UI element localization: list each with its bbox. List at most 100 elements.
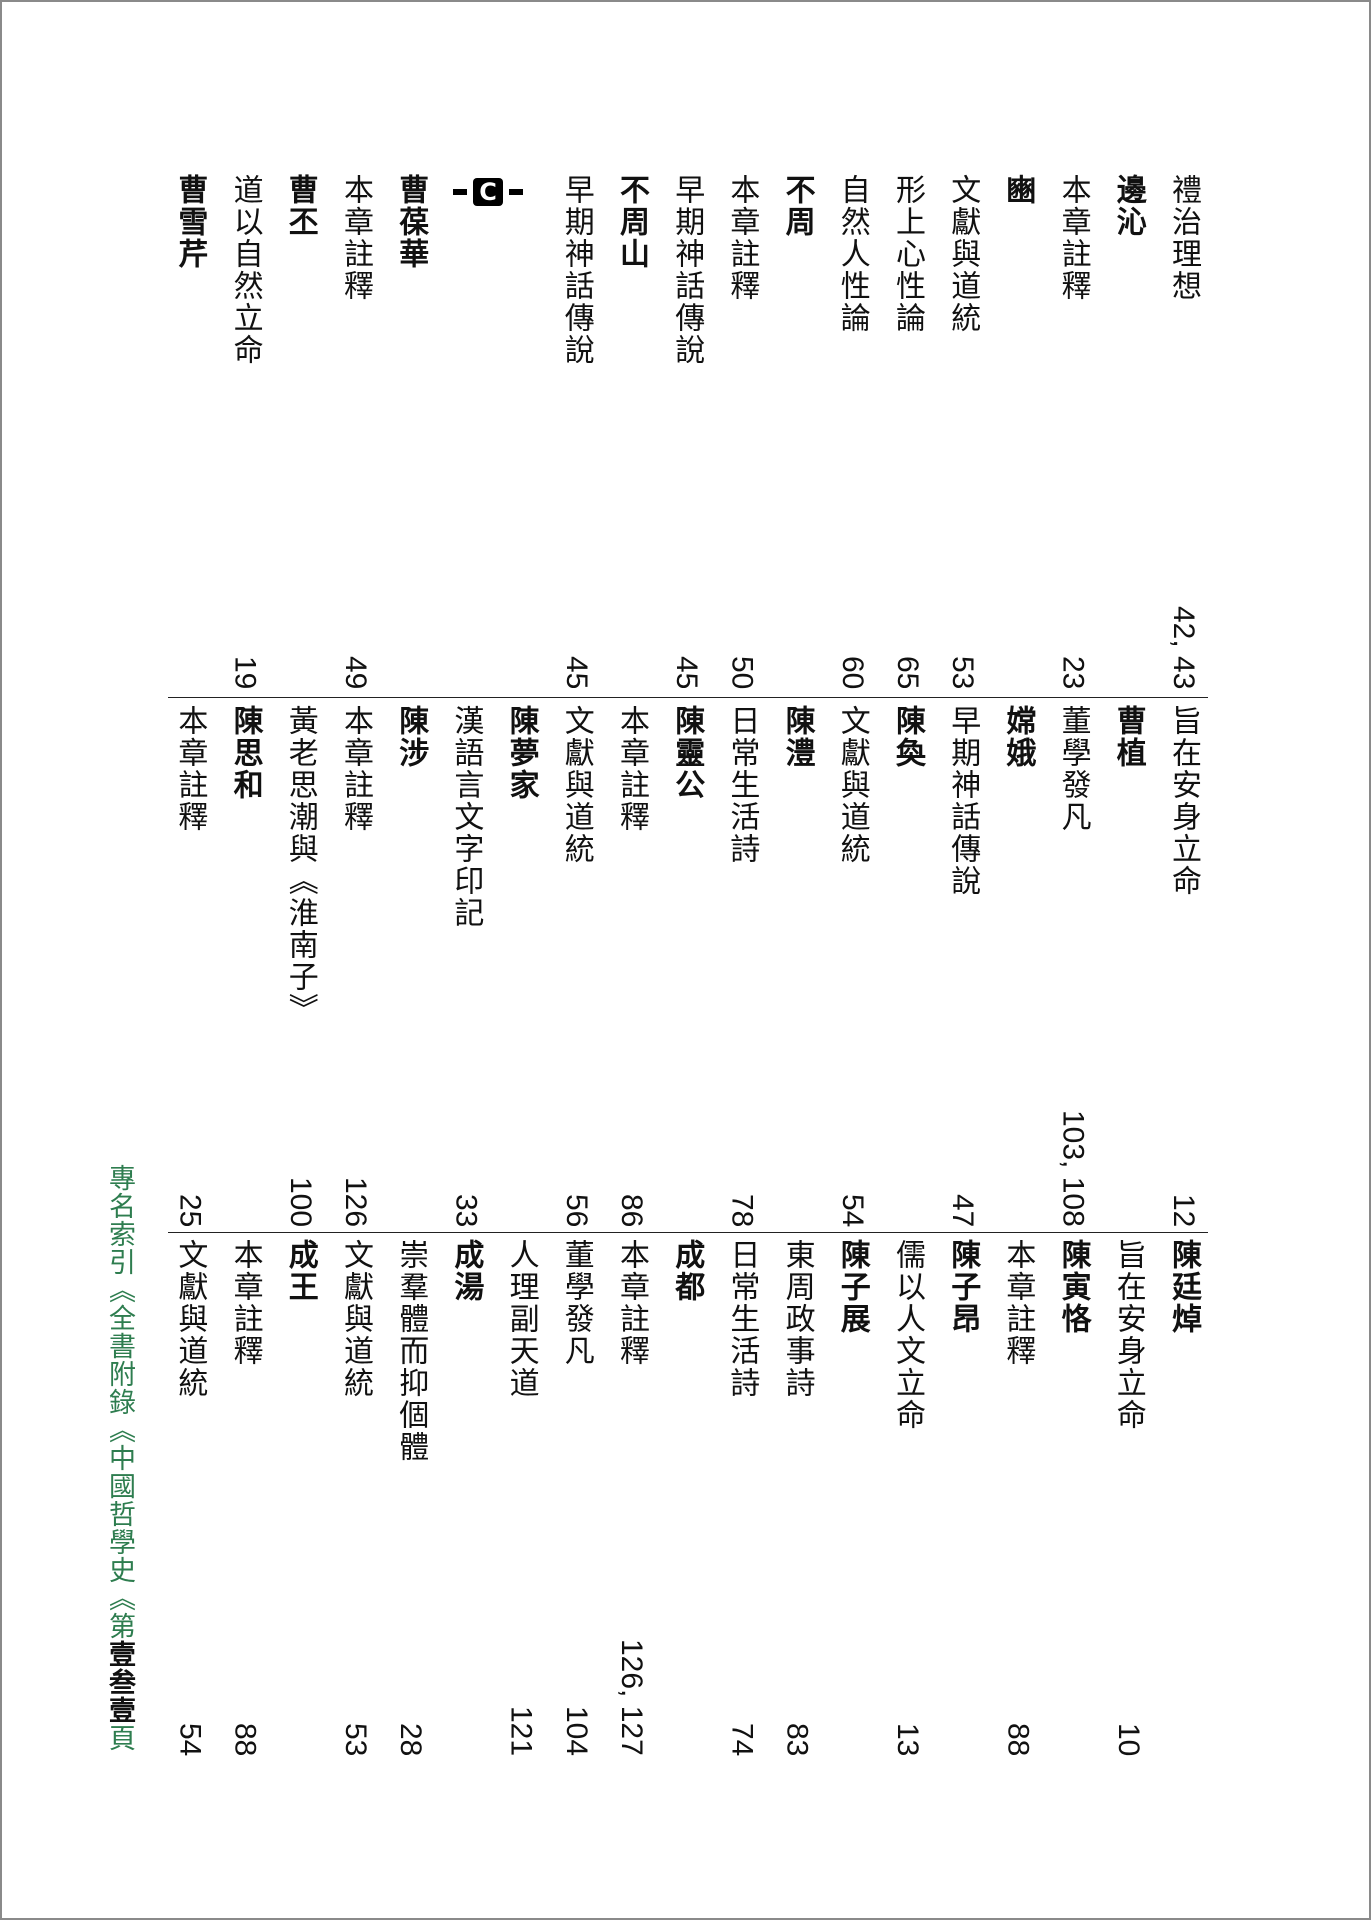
section-letter-marker: C: [453, 178, 523, 206]
index-heading: 陳子昂: [945, 1239, 981, 1335]
index-heading-column: 陳廷焯: [1166, 1239, 1201, 1756]
index-heading: 成王: [282, 1239, 318, 1303]
index-heading-column: 陳靈公: [669, 705, 705, 1227]
index-heading: 陳澧: [779, 705, 815, 769]
index-subentry: 早期神話傳說: [669, 174, 705, 366]
page-reference: 45: [670, 655, 704, 689]
index-entry-column: 自然人性論 60: [834, 174, 870, 689]
tier-divider: [168, 1232, 1208, 1233]
page-reference: 74: [725, 1722, 759, 1756]
index-heading: 不周: [779, 174, 815, 238]
index-heading: 陳涉: [393, 705, 429, 769]
page-reference: 78: [725, 1193, 759, 1227]
index-heading: 曹葆華: [393, 174, 429, 270]
index-heading: 陳廷焯: [1166, 1239, 1201, 1335]
index-entry-column: 本章註釋 126: [338, 705, 373, 1227]
index-subentry: 儒以人文立命: [890, 1239, 925, 1431]
index-subentry: 本章註釋: [338, 705, 373, 833]
index-heading: 成都: [669, 1239, 705, 1303]
index-heading: 成湯: [448, 1239, 484, 1303]
index-heading: 嫦娥: [1000, 705, 1036, 769]
index-heading: 陳奐: [890, 705, 925, 769]
page-reference: 45: [559, 655, 593, 689]
index-subentry: 文獻與道統: [945, 174, 981, 334]
index-subentry: 文獻與道統: [558, 705, 594, 865]
tier-divider: [168, 697, 1208, 698]
index-entry-column: 道以自然立命 19: [227, 174, 263, 689]
index-entry-column: 日常生活詩 74: [724, 1239, 760, 1756]
index-heading-column: 成王: [282, 1239, 318, 1756]
index-subentry: 本章註釋: [1000, 1239, 1036, 1367]
index-subentry: 日常生活詩: [724, 1239, 760, 1399]
page-reference: 121: [504, 1705, 538, 1756]
index-entry-column: 形上心性論 65: [890, 174, 925, 689]
page-reference: 54: [173, 1722, 207, 1756]
page-reference: 49: [339, 655, 372, 689]
page-reference: 103, 108: [1056, 1110, 1090, 1227]
index-heading-column: 曹植: [1110, 705, 1146, 1227]
index-subentry: 董學發凡: [558, 1239, 594, 1367]
index-subentry: 道以自然立命: [227, 174, 263, 366]
index-subentry: 崇羣體而抑個體: [393, 1239, 429, 1463]
index-entry-column: 文獻與道統 54: [835, 705, 870, 1227]
index-entry-column: 早期神話傳說 47: [945, 705, 981, 1227]
index-heading-column: 曹葆華: [393, 174, 429, 689]
page-reference: 60: [835, 655, 869, 689]
index-entry-column: 文獻與道統 53: [945, 174, 981, 689]
index-heading: 曹雪芹: [172, 174, 208, 270]
index-heading: 豳: [1000, 174, 1036, 206]
index-heading: 不周山: [614, 174, 649, 270]
page-reference: 54: [835, 1193, 869, 1227]
index-entry-column: 人理副天道 121: [504, 1239, 539, 1756]
index-subentry: 禮治理想: [1166, 174, 1201, 302]
index-entry-column: 旨在安身立命 12: [1166, 705, 1201, 1227]
index-heading: 陳子展: [834, 1239, 870, 1335]
page-reference: 126, 127: [615, 1639, 648, 1756]
index-subentry: 文獻與道統: [172, 1239, 208, 1399]
index-subentry: 本章註釋: [614, 705, 649, 833]
index-subentry: 東周政事詩: [779, 1239, 815, 1399]
dash: [453, 189, 467, 195]
index-heading-column: 邊沁: [1111, 174, 1146, 689]
index-entry-column: 早期神話傳說 45: [669, 174, 705, 689]
index-entry-column: 文獻與道統 56: [558, 705, 594, 1227]
index-subentry: 漢語言文字印記: [448, 705, 484, 929]
index-entry-column: 本章註釋 88: [1000, 1239, 1036, 1756]
index-heading: 曹植: [1110, 705, 1146, 769]
page-reference: 33: [449, 1193, 483, 1227]
index-subentry: 文獻與道統: [338, 1239, 373, 1399]
index-subentry: 早期神話傳說: [945, 705, 981, 897]
index-entry-column: 東周政事詩 83: [779, 1239, 815, 1756]
footer-page-number: 壹叁壹: [104, 1640, 135, 1724]
page-reference: 53: [339, 1722, 372, 1756]
index-tier-1: 禮治理想 42, 43 邊沁 本章註釋 23 豳文獻與道統 53 形上心性論 65 自然人性論 60…: [2, 174, 1369, 689]
index-heading-column: 成湯: [448, 1239, 484, 1756]
index-subentry: 本章註釋: [614, 1239, 649, 1367]
index-heading: 曹丕: [282, 174, 318, 238]
page-reference: 126: [339, 1176, 372, 1227]
index-heading-column: 陳涉: [393, 705, 429, 1227]
index-heading-column: 陳夢家: [504, 705, 539, 1227]
index-heading: 陳靈公: [669, 705, 705, 801]
running-footer: 專名索引《全書附錄《中國哲學史《第壹叁壹頁: [102, 1164, 136, 1752]
page-reference: 23: [1056, 655, 1090, 689]
index-entry-column: 旨在安身立命 10: [1110, 1239, 1146, 1756]
index-entry-column: 本章註釋 23: [1056, 174, 1091, 689]
page-reference: 12: [1167, 1193, 1200, 1227]
index-heading-column: 豳: [1000, 174, 1036, 689]
footer-label: 專名索引《全書附錄《中國哲學史《第: [104, 1164, 135, 1640]
page-reference: 13: [891, 1722, 924, 1756]
index-heading-column: 嫦娥: [1000, 705, 1036, 1227]
index-subentry: 自然人性論: [834, 174, 870, 334]
index-heading-column: 陳奐: [890, 705, 925, 1227]
index-entry-column: 本章註釋 25: [172, 705, 207, 1227]
page-reference: 47: [946, 1193, 980, 1227]
index-heading-column: 陳澧: [779, 705, 815, 1227]
index-subentry: 旨在安身立命: [1110, 1239, 1146, 1431]
index-heading-column: 曹雪芹: [172, 174, 208, 689]
page-reference: 86: [615, 1193, 648, 1227]
index-entry-column: 黃老思潮與《淮南子》 100: [283, 705, 318, 1227]
page-reference: 19: [228, 655, 262, 689]
page-reference: 10: [1111, 1722, 1145, 1756]
